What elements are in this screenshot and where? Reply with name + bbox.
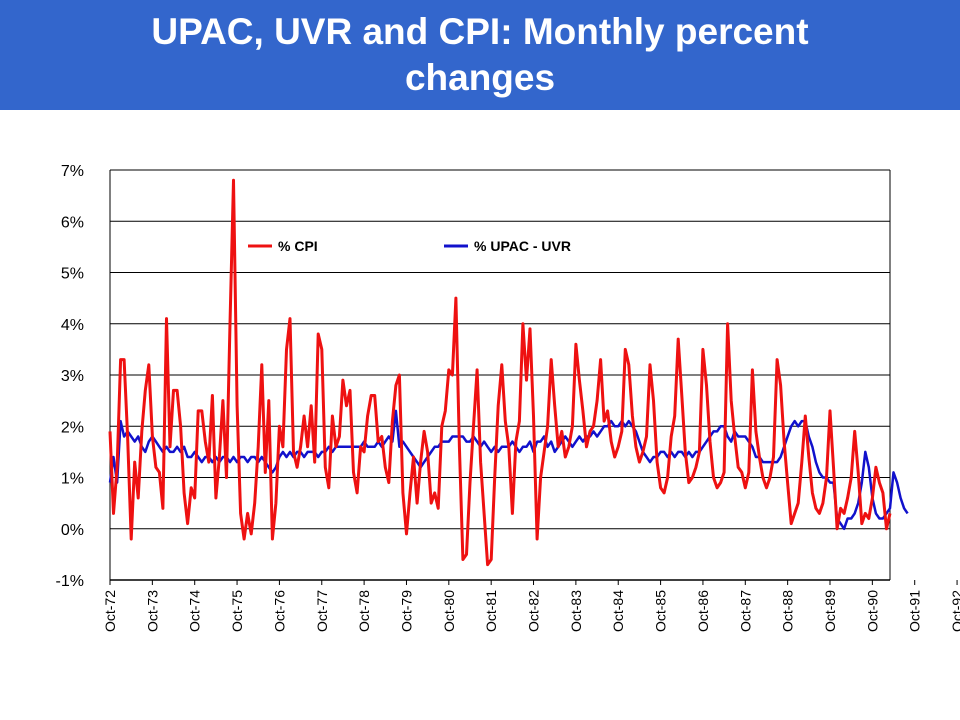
y-tick-label: 6%	[61, 214, 84, 231]
y-tick-label: 5%	[61, 266, 84, 283]
x-tick-label: Oct-73	[144, 590, 160, 632]
y-tick-label: 7%	[61, 163, 84, 180]
x-tick-label: Oct-90	[864, 590, 880, 632]
title-bar: UPAC, UVR and CPI: Monthly percent chang…	[0, 0, 960, 110]
x-tick-label: Oct-84	[610, 590, 626, 632]
y-tick-label: 3%	[61, 368, 84, 385]
series-line-cpi	[108, 178, 892, 567]
x-tick-label: Oct-85	[653, 590, 669, 632]
x-tick-label: Oct-87	[737, 590, 753, 632]
legend-label-cpi: % CPI	[278, 238, 318, 254]
y-axis-ticks: -1% 0% 1% 2% 3% 4% 5% 6% 7%	[56, 163, 84, 590]
x-tick-label: Oct-92	[949, 590, 960, 632]
series-lines	[108, 178, 909, 567]
x-tick-label: Oct-76	[271, 590, 287, 632]
x-axis-ticks: Oct-72 Oct-73 Oct-74 Oct-75 Oct-76 Oct-77 Oct-…	[102, 580, 960, 632]
legend-label-upac-uvr: % UPAC - UVR	[474, 238, 571, 254]
y-tick-label: 4%	[61, 317, 84, 334]
x-tick-label: Oct-81	[483, 590, 499, 632]
slide-title: UPAC, UVR and CPI: Monthly percent chang…	[151, 11, 809, 98]
x-tick-label: Oct-89	[822, 590, 838, 632]
legend: % CPI % UPAC - UVR	[248, 238, 571, 254]
x-tick-label: Oct-78	[356, 590, 372, 632]
x-tick-label: Oct-80	[441, 590, 457, 632]
x-tick-label: Oct-88	[780, 590, 796, 632]
y-tick-label: -1%	[56, 573, 84, 590]
x-tick-label: Oct-83	[568, 590, 584, 632]
x-tick-label: Oct-72	[102, 590, 118, 632]
x-tick-label: Oct-86	[695, 590, 711, 632]
x-tick-label: Oct-79	[398, 590, 414, 632]
x-tick-label: Oct-82	[526, 590, 542, 632]
x-tick-label: Oct-91	[907, 590, 923, 632]
y-tick-label: 1%	[61, 471, 84, 488]
y-tick-label: 2%	[61, 419, 84, 436]
x-tick-label: Oct-77	[314, 590, 330, 632]
x-tick-label: Oct-75	[229, 590, 245, 632]
line-chart: -1%0%1%2%3%4%5%6%7% Oct-72 Oct-73 Oct-74 Oc…	[56, 163, 960, 632]
x-tick-label: Oct-74	[187, 590, 203, 632]
y-tick-label: 0%	[61, 522, 84, 539]
